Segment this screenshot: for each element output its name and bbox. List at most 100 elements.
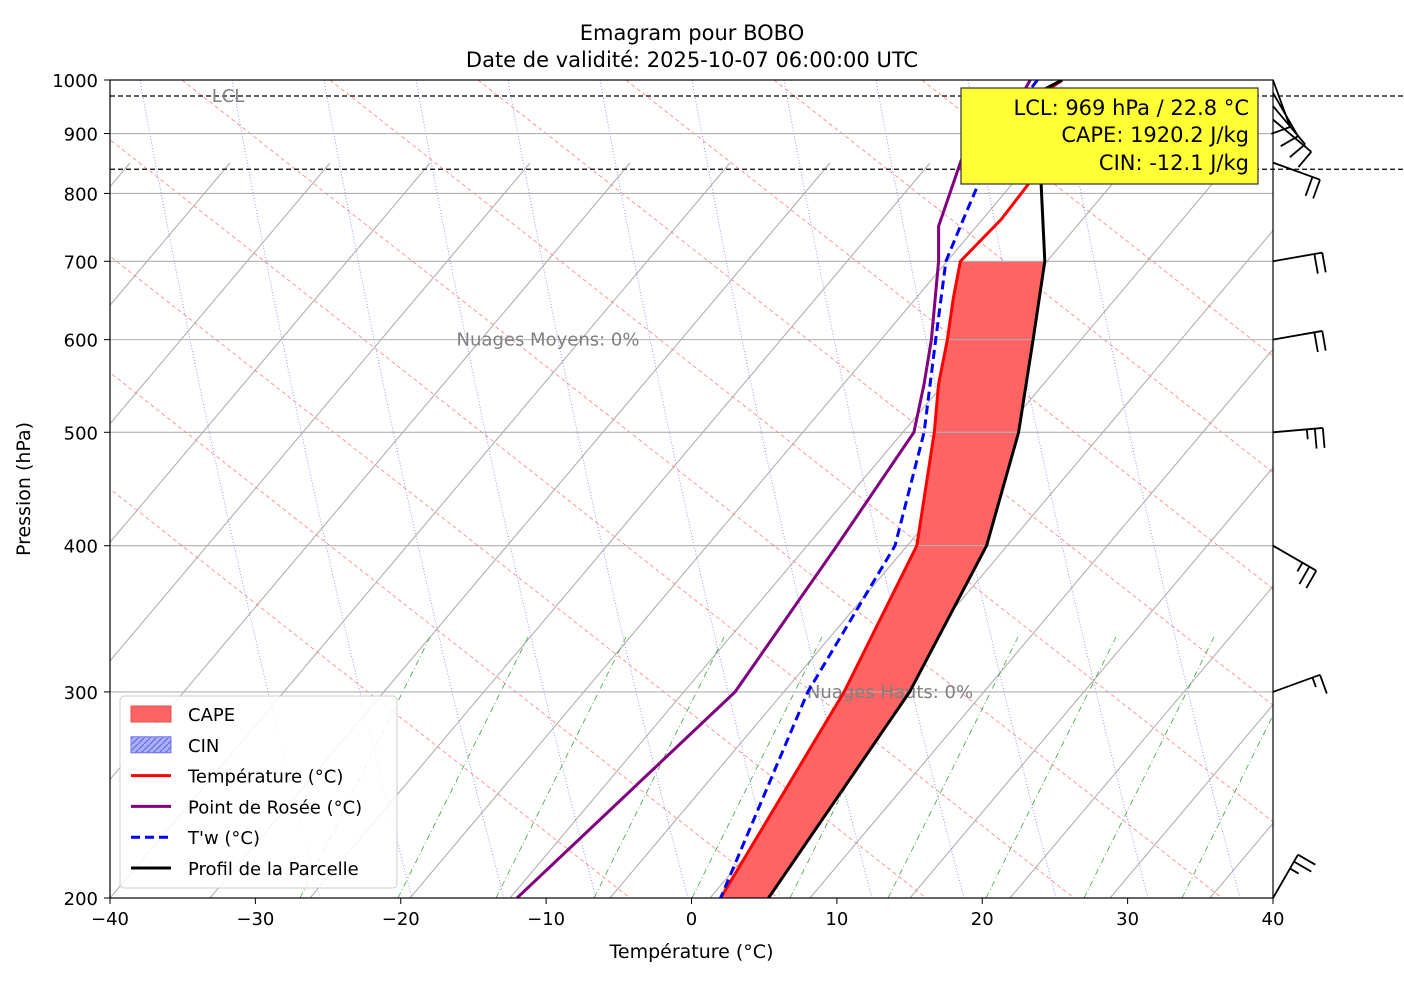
x-tick-label: −20 xyxy=(382,909,420,930)
wind-barb xyxy=(1272,853,1316,899)
info-box: LCL: 969 hPa / 22.8 °C CAPE: 1920.2 J/kg… xyxy=(960,87,1259,185)
dry-adiabat-line xyxy=(110,488,631,898)
legend-label: Température (°C) xyxy=(187,767,343,788)
legend: CAPE CIN Température (°C) Point de Rosée (°… xyxy=(119,695,398,889)
isotherm-line xyxy=(309,162,931,898)
wind-barb xyxy=(1272,251,1327,274)
info-box-background xyxy=(960,87,1259,185)
dry-adiabat-line xyxy=(773,80,1273,473)
mixing-ratio-line xyxy=(1181,714,1273,898)
y-tick-label: 700 xyxy=(64,252,98,273)
y-tick-label: 800 xyxy=(64,184,98,205)
mixing-ratio-line xyxy=(1083,636,1215,898)
wind-barb-feather xyxy=(1280,135,1299,147)
wind-barb-feather xyxy=(1313,428,1318,449)
info-lcl: LCL: 969 hPa / 22.8 °C xyxy=(1014,96,1250,120)
legend-label: T'w (°C) xyxy=(187,828,260,849)
wind-barb xyxy=(1272,330,1327,353)
isotherm-line xyxy=(110,162,431,544)
wind-barb-feather xyxy=(1312,179,1321,199)
isotherm-line xyxy=(1209,822,1273,898)
moist-adiabat-line xyxy=(691,80,873,898)
wind-barb-feather xyxy=(1297,151,1312,168)
y-tick-label: 900 xyxy=(64,125,98,146)
moist-adiabat-line xyxy=(967,80,1149,898)
moist-adiabat-line xyxy=(599,80,781,898)
dry-adiabat-line xyxy=(329,80,1273,823)
dry-adiabat-line xyxy=(110,372,779,898)
x-tick-label: 20 xyxy=(971,909,994,930)
wind-barb xyxy=(1272,92,1299,147)
x-tick-label: −30 xyxy=(236,909,274,930)
legend-label: CAPE xyxy=(188,705,235,726)
legend-label: Profil de la Parcelle xyxy=(188,859,359,880)
mixing-ratio-line xyxy=(593,636,725,898)
wind-barb-staff xyxy=(1272,79,1291,128)
moist-adiabat-line xyxy=(139,80,321,898)
wind-barb xyxy=(1272,427,1326,449)
wind-barb-half-feather xyxy=(1289,867,1300,875)
x-tick-label: 40 xyxy=(1262,909,1285,930)
x-tick-label: −10 xyxy=(527,909,565,930)
wind-barb-feather xyxy=(1313,332,1319,353)
legend-swatch xyxy=(130,705,172,723)
moist-adiabat-line xyxy=(507,80,689,898)
profile-line xyxy=(719,80,1064,898)
chart-title: Emagram pour BOBO xyxy=(580,21,805,45)
wind-barb-staff xyxy=(1272,427,1323,434)
wind-barb xyxy=(1272,673,1328,694)
wind-barb-feather xyxy=(1289,143,1306,158)
isotherm-line xyxy=(110,162,531,662)
legend-box xyxy=(119,695,398,889)
legend-label: Point de Rosée (°C) xyxy=(188,797,362,818)
wind-barb-feather xyxy=(1270,126,1291,135)
x-tick-label: 0 xyxy=(686,909,697,930)
moist-adiabat-line xyxy=(323,80,505,898)
wind-barb-feather xyxy=(1321,427,1326,448)
isotherm-line xyxy=(110,162,231,307)
wind-barb-staff xyxy=(1272,544,1317,572)
annotations: Nuages Hauts: 0% Nuages Moyens: 0% LCL xyxy=(212,86,973,703)
moist-adiabat-line xyxy=(231,80,413,898)
y-tick-label: 200 xyxy=(64,889,98,910)
chart-subtitle: Date de validité: 2025-10-07 06:00:00 UT… xyxy=(466,48,918,72)
y-tick-label: 400 xyxy=(64,537,98,558)
info-cin: CIN: -12.1 J/kg xyxy=(1099,151,1249,175)
legend-label: CIN xyxy=(188,736,219,757)
moist-adiabat-line xyxy=(415,80,597,898)
info-cape: CAPE: 1920.2 J/kg xyxy=(1061,123,1249,147)
mixing-ratio-line xyxy=(691,636,823,898)
isotherm-line xyxy=(1310,163,1404,898)
axes: −40 −30 −20 −10 0 10 20 30 40 1000 900 800 700 600 500… xyxy=(13,71,1284,963)
mixing-ratio-line xyxy=(397,636,529,898)
legend-swatch xyxy=(130,736,172,754)
annotation-text: Nuages Moyens: 0% xyxy=(457,330,640,351)
moist-adiabat-line xyxy=(783,80,965,898)
wind-barbs xyxy=(1270,79,1328,899)
wind-barb xyxy=(1272,118,1312,168)
wind-barb-feather xyxy=(1319,674,1328,694)
isotherm-line xyxy=(110,162,331,425)
wind-barb-feather xyxy=(1298,566,1311,585)
mixing-ratio-line xyxy=(887,636,1019,898)
dry-adiabat-line xyxy=(181,80,1223,898)
wind-barb-feather xyxy=(1297,853,1316,866)
wind-barb-feather xyxy=(1313,253,1319,274)
wind-barb xyxy=(1272,544,1318,589)
wind-barb-feather xyxy=(1305,570,1318,589)
wind-barb-half-feather xyxy=(1305,429,1309,440)
annotation-text: LCL xyxy=(212,86,245,107)
y-tick-label: 600 xyxy=(64,331,98,352)
dry-adiabat-line xyxy=(110,139,1075,898)
y-axis-label: Pression (hPa) xyxy=(13,422,35,556)
wind-barb-feather xyxy=(1321,252,1327,273)
y-tick-label: 1000 xyxy=(52,71,98,92)
x-axis-label: Température (°C) xyxy=(609,941,774,963)
wind-barb-staff xyxy=(1272,118,1312,153)
annotation-text: Nuages Hauts: 0% xyxy=(807,682,973,703)
wind-barb-staff xyxy=(1272,673,1321,693)
wind-barb-half-feather xyxy=(1311,677,1317,688)
wind-barb-feather xyxy=(1321,330,1327,351)
